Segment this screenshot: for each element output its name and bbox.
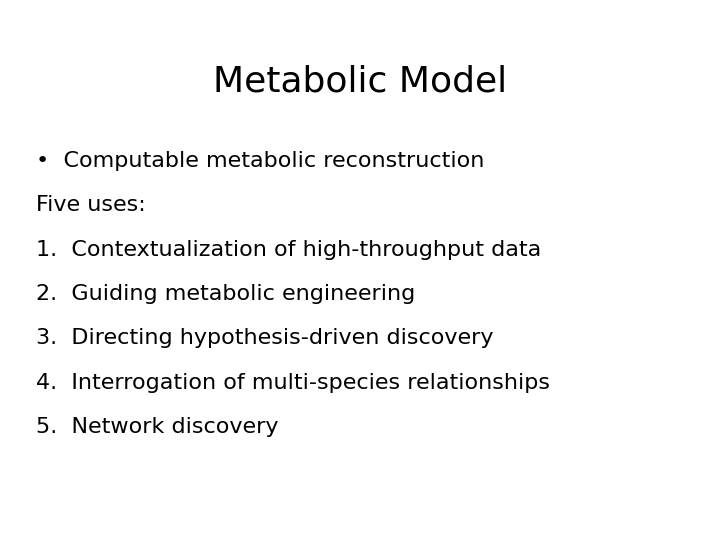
Text: 3.  Directing hypothesis-driven discovery: 3. Directing hypothesis-driven discovery bbox=[36, 328, 493, 348]
Text: 2.  Guiding metabolic engineering: 2. Guiding metabolic engineering bbox=[36, 284, 415, 304]
Text: •  Computable metabolic reconstruction: • Computable metabolic reconstruction bbox=[36, 151, 485, 171]
Text: 5.  Network discovery: 5. Network discovery bbox=[36, 417, 279, 437]
Text: 1.  Contextualization of high-throughput data: 1. Contextualization of high-throughput … bbox=[36, 240, 541, 260]
Text: Metabolic Model: Metabolic Model bbox=[213, 65, 507, 99]
Text: 4.  Interrogation of multi-species relationships: 4. Interrogation of multi-species relati… bbox=[36, 373, 550, 393]
Text: Five uses:: Five uses: bbox=[36, 195, 145, 215]
